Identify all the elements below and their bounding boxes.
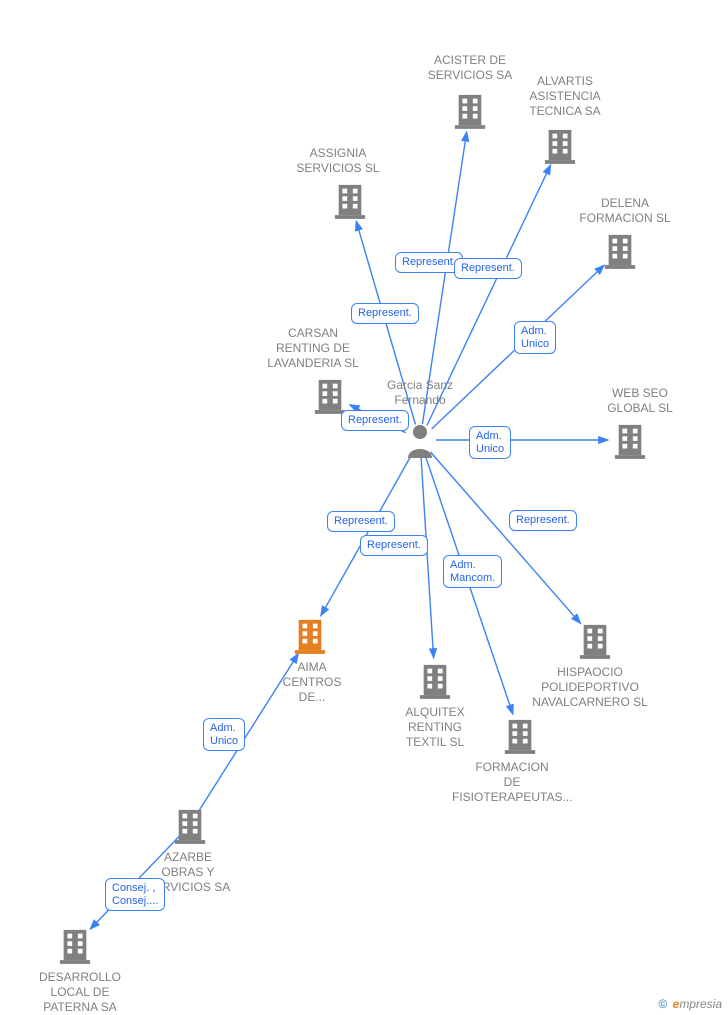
label-hispaocio: HISPAOCIO POLIDEPORTIVO NAVALCARNERO SL bbox=[530, 665, 650, 710]
node-alquitex[interactable] bbox=[418, 661, 452, 699]
edge-garcia-alquitex bbox=[421, 456, 434, 658]
node-webseo[interactable] bbox=[613, 421, 647, 459]
label-formacion: FORMACION DE FISIOTERAPEUTAS... bbox=[452, 760, 572, 805]
brand-rest: mpresia bbox=[679, 997, 722, 1011]
edge-label-garcia-alvartis: Represent. bbox=[454, 258, 522, 279]
node-alvartis[interactable] bbox=[543, 126, 577, 164]
label-desarrollo: DESARROLLO LOCAL DE PATERNA SA bbox=[20, 970, 140, 1015]
edge-label-azarbe-desarrollo: Consej. , Consej.... bbox=[105, 878, 165, 911]
label-carsan: CARSAN RENTING DE LAVANDERIA SL bbox=[253, 326, 373, 371]
node-desarrollo[interactable] bbox=[58, 926, 92, 964]
node-garcia[interactable] bbox=[404, 422, 436, 458]
edge-label-garcia-delena: Adm. Unico bbox=[514, 321, 556, 354]
node-delena[interactable] bbox=[603, 231, 637, 269]
footer-credit: © empresia bbox=[658, 997, 722, 1011]
label-aima: AIMA CENTROS DE... bbox=[252, 660, 372, 705]
label-alvartis: ALVARTIS ASISTENCIA TECNICA SA bbox=[505, 74, 625, 119]
label-alquitex: ALQUITEX RENTING TEXTIL SL bbox=[375, 705, 495, 750]
edge-label-azarbe-aima: Adm. Unico bbox=[203, 718, 245, 751]
node-formacion[interactable] bbox=[503, 716, 537, 754]
edge-label-garcia-acister: Represent. bbox=[395, 252, 463, 273]
node-azarbe[interactable] bbox=[173, 806, 207, 844]
edge-label-garcia-webseo: Adm. Unico bbox=[469, 426, 511, 459]
node-assignia[interactable] bbox=[333, 181, 367, 219]
edge-label-garcia-carsan: Represent. bbox=[341, 410, 409, 431]
label-webseo: WEB SEO GLOBAL SL bbox=[580, 386, 700, 416]
node-acister[interactable] bbox=[453, 91, 487, 129]
edge-label-garcia-alquitex: Represent. bbox=[360, 535, 428, 556]
copyright-symbol: © bbox=[658, 997, 667, 1011]
label-assignia: ASSIGNIA SERVICIOS SL bbox=[278, 146, 398, 176]
label-delena: DELENA FORMACION SL bbox=[565, 196, 685, 226]
edge-label-garcia-assignia: Represent. bbox=[351, 303, 419, 324]
edge-label-garcia-formacion: Adm. Mancom. bbox=[443, 555, 502, 588]
node-carsan[interactable] bbox=[313, 376, 347, 414]
node-aima[interactable] bbox=[293, 616, 327, 654]
label-garcia: Garcia Sanz Fernando bbox=[360, 378, 480, 408]
edge-label-garcia-hispaocio: Represent. bbox=[509, 510, 577, 531]
node-hispaocio[interactable] bbox=[578, 621, 612, 659]
edge-label-garcia-aima: Represent. bbox=[327, 511, 395, 532]
